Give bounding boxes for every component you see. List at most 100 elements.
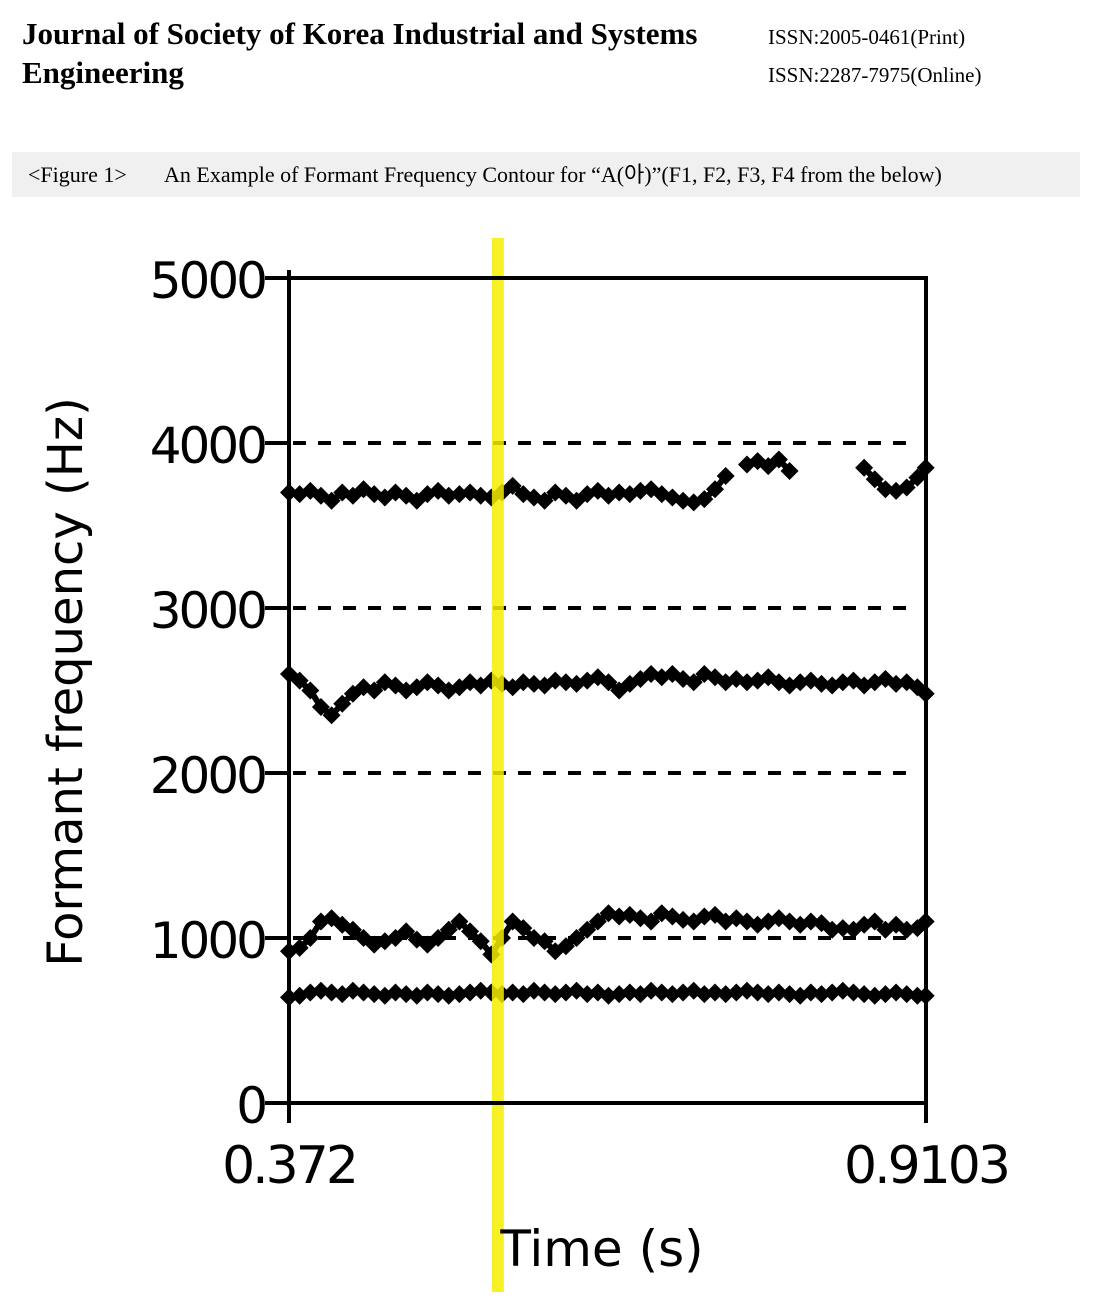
- axes: 0 1000 2000 3000 4000 5000 0.372 0.9103: [150, 252, 1011, 1196]
- time-cursor[interactable]: [491, 238, 504, 1292]
- formant-f3-point: [791, 673, 810, 692]
- formant-f2-point: [290, 938, 309, 957]
- formant-f2-point: [801, 912, 820, 931]
- formant-f1-point: [546, 985, 565, 1004]
- formant-f2-point: [642, 912, 661, 931]
- formant-f2-point: [471, 932, 490, 951]
- formant-f1-point: [855, 985, 874, 1004]
- formant-f2-point: [610, 907, 629, 926]
- issn-block: ISSN:2005-0461(Print) ISSN:2287-7975(Onl…: [768, 18, 982, 94]
- formant-f1-point: [354, 983, 373, 1002]
- formant-f4-point: [897, 478, 916, 497]
- formant-f2-point: [301, 929, 320, 947]
- formant-f4-point: [439, 486, 458, 505]
- formant-f2-point: [535, 932, 554, 951]
- formant-f2-point: [556, 937, 575, 956]
- formant-f1-point: [737, 981, 756, 1000]
- formant-f1-point: [322, 983, 341, 1002]
- formant-f4-point: [876, 480, 895, 499]
- formant-f3-point: [311, 698, 330, 716]
- figure-label: <Figure 1>: [28, 162, 127, 187]
- formant-f4-point: [865, 470, 884, 489]
- formant-f1-point: [397, 985, 416, 1004]
- formant-f1-point: [897, 985, 916, 1004]
- formant-f1-point: [439, 986, 458, 1005]
- formant-f1-point: [365, 985, 384, 1004]
- y-tick-label: 3000: [150, 582, 265, 640]
- formant-f1-point: [343, 981, 362, 1000]
- formant-f2-point: [567, 929, 586, 947]
- formant-f1-point: [620, 983, 639, 1002]
- formant-f2-point: [674, 910, 693, 929]
- formant-f3-point: [833, 673, 852, 692]
- formant-f1-point: [748, 983, 767, 1002]
- formant-f3-point: [301, 681, 320, 700]
- formant-f1-point: [769, 983, 788, 1002]
- formant-f2-point: [461, 922, 480, 941]
- formant-f2-point: [450, 912, 469, 931]
- formant-f4-point: [769, 450, 788, 469]
- formant-f3-point: [524, 674, 543, 693]
- formant-f1-point: [876, 985, 895, 1004]
- formant-f3-point: [684, 673, 703, 692]
- formant-f1-point: [801, 983, 820, 1002]
- journal-title: Journal of Society of Korea Industrial a…: [22, 16, 698, 90]
- formant-f1-point: [599, 986, 618, 1005]
- formant-f3-point: [514, 673, 533, 692]
- formant-f1-point: [578, 985, 597, 1004]
- formant-f4-point: [674, 491, 693, 510]
- formant-f1-point: [833, 981, 852, 1000]
- formant-f1-point: [812, 985, 831, 1004]
- formant-f1-point: [429, 985, 448, 1004]
- formant-f3-point: [599, 673, 618, 692]
- figure-caption-bar: <Figure 1> An Example of Formant Frequen…: [12, 152, 1080, 197]
- formant-f3-point: [887, 674, 906, 693]
- formant-f1-point: [642, 981, 661, 1000]
- x-tick-label: 0.372: [222, 1136, 356, 1196]
- y-axis-label: Formant frequency (Hz): [38, 397, 94, 967]
- formant-f4-point: [716, 467, 735, 485]
- formant-f3-point: [290, 671, 309, 690]
- x-tick-label: 0.9103: [844, 1136, 1008, 1196]
- formant-f4-point: [450, 485, 469, 504]
- formant-f2-point: [439, 920, 458, 939]
- formant-f1-point: [610, 985, 629, 1004]
- formant-f1-point: [450, 985, 469, 1004]
- formant-f3-point: [365, 681, 384, 700]
- formant-f1-point: [311, 981, 330, 1000]
- formant-f4-point: [322, 491, 341, 510]
- formant-f2-point: [514, 919, 533, 938]
- formant-f3-point: [322, 706, 341, 725]
- formant-f2-point: [397, 922, 416, 941]
- formant-f4-point: [855, 458, 874, 477]
- formant-f1-point: [727, 983, 746, 1002]
- formant-f3-point: [737, 673, 756, 692]
- formant-f2-point: [343, 920, 362, 939]
- formant-f1-point: [759, 985, 778, 1004]
- formant-f1-point: [386, 983, 405, 1002]
- axis-labels: Formant frequency (Hz) Time (s): [38, 397, 704, 1278]
- issn-online: ISSN:2287-7975(Online): [768, 63, 982, 87]
- x-axis-label: Time (s): [499, 1220, 703, 1278]
- formant-f2-point: [897, 920, 916, 939]
- formant-f4-point: [908, 468, 927, 487]
- formant-f1-point: [524, 981, 543, 1000]
- formant-f4-point: [503, 476, 522, 495]
- formant-f1-point: [652, 983, 671, 1002]
- formant-f1-point: [471, 981, 490, 1000]
- formant-f4-point: [535, 491, 554, 510]
- formant-f1-point: [865, 986, 884, 1005]
- formant-f1-point: [503, 983, 522, 1002]
- formant-f3-point: [556, 673, 575, 692]
- formant-f1-point: [461, 983, 480, 1002]
- formant-f2-point: [429, 929, 448, 947]
- formant-f2-point: [865, 912, 884, 931]
- formant-f4-point: [780, 462, 799, 481]
- formant-f1-point: [716, 985, 735, 1004]
- issn-print: ISSN:2005-0461(Print): [768, 25, 966, 49]
- formant-f1-point: [706, 983, 725, 1002]
- formant-f1-point: [418, 983, 437, 1002]
- formant-f3-point: [546, 671, 565, 690]
- formant-f1-point: [535, 983, 554, 1002]
